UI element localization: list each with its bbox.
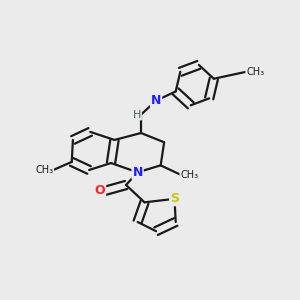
Text: S: S [170,192,179,206]
Text: N: N [132,166,143,179]
Text: CH₃: CH₃ [246,67,264,77]
Text: O: O [94,184,105,197]
Text: CH₃: CH₃ [180,169,198,180]
Text: CH₃: CH₃ [35,165,53,175]
Text: H: H [133,110,141,119]
Text: N: N [151,94,161,107]
